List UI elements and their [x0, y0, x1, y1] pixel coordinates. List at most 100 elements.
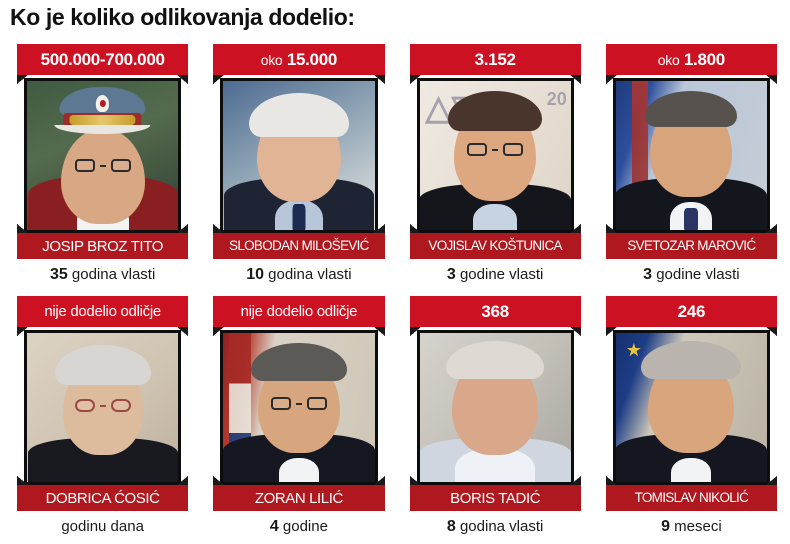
- count-value: 368: [481, 302, 509, 321]
- name-bar-wrapper: DOBRICA ĆOSIĆ: [17, 476, 189, 512]
- glasses-lens-right: [306, 397, 327, 410]
- person-card-nikolic[interactable]: 246 ★ TOMISLAV NIKOLIĆ: [597, 296, 786, 544]
- glasses-lens-right: [110, 399, 131, 412]
- person-card-milosevic[interactable]: oko 15.000 SLOBODAN MILOŠEVIĆ: [204, 44, 393, 294]
- ribbon-fold-left-icon: [409, 327, 421, 336]
- person-card-cosic[interactable]: nije dodelio odličje: [8, 296, 197, 544]
- glasses-icon: [467, 143, 524, 156]
- namebar-fold-right-icon: [569, 224, 581, 233]
- namebar-fold-left-icon: [213, 224, 225, 233]
- name-bar-wrapper: VOJISLAV KOŠTUNICA: [409, 224, 581, 260]
- person-card-tadic[interactable]: 368 BORIS TADIĆ 8: [401, 296, 590, 544]
- figure-shirt: [671, 458, 712, 482]
- namebar-fold-right-icon: [177, 476, 189, 485]
- tenure-unit: meseci: [674, 518, 722, 535]
- namebar-fold-right-icon: [569, 476, 581, 485]
- portrait-photo-milosevic: [220, 78, 378, 233]
- namebar-fold-left-icon: [605, 476, 617, 485]
- tenure-caption: 3 godine vlasti: [597, 267, 786, 283]
- count-ribbon: oko 15.000: [213, 44, 385, 75]
- person-name: ZORAN LILIĆ: [254, 489, 344, 507]
- glasses-lens-left: [74, 159, 95, 172]
- page-title: Ko je koliko odlikovanja dodelio:: [10, 4, 355, 30]
- ribbon-fold-right-icon: [373, 75, 385, 84]
- tenure-caption: 10 godina vlasti: [204, 267, 393, 283]
- cap-badge: [96, 95, 110, 112]
- person-card-marovic[interactable]: oko 1.800 SVETOZAR MAROVIĆ: [597, 44, 786, 294]
- portrait-photo-nikolic: ★: [612, 330, 770, 485]
- count-value: 500.000-700.000: [40, 50, 165, 69]
- count-ribbon-wrapper: 3.152: [409, 44, 581, 84]
- photo-figure: [27, 81, 178, 230]
- count-value: nije dodelio odličje: [240, 303, 358, 320]
- tenure-unit: godina vlasti: [459, 518, 544, 535]
- count-value: nije dodelio odličje: [44, 303, 161, 320]
- namebar-fold-right-icon: [373, 224, 385, 233]
- tenure-value: 3: [446, 266, 456, 283]
- person-card-kostunica[interactable]: 3.152 △▽ 20: [401, 44, 590, 294]
- photo-figure: [419, 81, 571, 230]
- glasses-icon: [270, 397, 327, 410]
- figure-shirt: [473, 204, 518, 230]
- figure-hair: [54, 345, 151, 385]
- portrait-photo-cosic: [24, 330, 182, 485]
- name-bar: DOBRICA ĆOSIĆ: [17, 485, 189, 511]
- count-ribbon: 368: [409, 296, 581, 327]
- ribbon-fold-right-icon: [373, 327, 385, 336]
- count-ribbon-wrapper: nije dodelio odličje: [17, 296, 189, 336]
- namebar-fold-left-icon: [409, 224, 421, 233]
- ribbon-fold-right-icon: [569, 75, 581, 84]
- person-card-lilic[interactable]: nije dodelio odličje: [204, 296, 393, 544]
- count-ribbon: 3.152: [409, 44, 581, 75]
- ribbon-fold-left-icon: [17, 327, 28, 336]
- count-ribbon-wrapper: oko 15.000: [213, 44, 385, 84]
- tenure-caption: 3 godine vlasti: [401, 267, 590, 283]
- tenure-caption: godinu dana: [8, 519, 197, 534]
- person-name: DOBRICA ĆOSIĆ: [45, 489, 160, 507]
- portrait-photo-marovic: [612, 78, 770, 233]
- name-bar-wrapper: SLOBODAN MILOŠEVIĆ: [213, 224, 385, 260]
- count-ribbon: nije dodelio odličje: [17, 296, 189, 327]
- glasses-lens-left: [270, 397, 291, 410]
- person-name: SLOBODAN MILOŠEVIĆ: [229, 238, 369, 254]
- photo-figure: [223, 81, 374, 230]
- tenure-unit: godinu dana: [61, 518, 144, 535]
- portrait-photo-tadic: [416, 330, 574, 485]
- count-value: 246: [677, 302, 706, 321]
- count-ribbon-wrapper: oko 1.800: [605, 44, 777, 84]
- glasses-icon: [74, 399, 131, 412]
- person-card-tito[interactable]: 500.000-700.000: [8, 44, 197, 294]
- count-number: 1.800: [683, 50, 725, 69]
- count-ribbon-wrapper: 500.000-700.000: [17, 44, 189, 84]
- tenure-unit: godine: [282, 518, 328, 535]
- count-number: 15.000: [286, 50, 338, 69]
- tenure-unit: godine vlasti: [656, 266, 740, 283]
- namebar-fold-right-icon: [373, 476, 385, 485]
- count-prefix: oko: [260, 52, 283, 68]
- figure-tie: [684, 208, 699, 230]
- figure-shirt: [278, 458, 319, 482]
- name-bar-wrapper: SVETOZAR MAROVIĆ: [605, 224, 777, 260]
- glasses-lens-left: [74, 399, 95, 412]
- count-ribbon: oko 1.800: [605, 44, 777, 75]
- person-name: SVETOZAR MAROVIĆ: [627, 238, 756, 254]
- ribbon-fold-right-icon: [177, 75, 189, 84]
- glasses-bridge: [99, 164, 106, 167]
- portrait-photo-kostunica: △▽ 20: [416, 78, 574, 233]
- ribbon-fold-left-icon: [17, 75, 28, 84]
- name-bar: SLOBODAN MILOŠEVIĆ: [213, 233, 385, 259]
- figure-hair: [248, 93, 349, 137]
- person-name: TOMISLAV NIKOLIĆ: [634, 490, 749, 506]
- glasses-lens-left: [467, 143, 488, 156]
- namebar-fold-left-icon: [605, 224, 617, 233]
- name-bar: SVETOZAR MAROVIĆ: [605, 233, 777, 259]
- ribbon-fold-left-icon: [605, 75, 617, 84]
- count-ribbon-wrapper: 246: [605, 296, 777, 336]
- namebar-fold-left-icon: [17, 224, 28, 233]
- name-bar: BORIS TADIĆ: [409, 485, 581, 511]
- count-ribbon: 246: [605, 296, 777, 327]
- ribbon-fold-left-icon: [409, 75, 421, 84]
- count-ribbon: 500.000-700.000: [17, 44, 189, 75]
- count-value: oko 1.800: [658, 51, 725, 68]
